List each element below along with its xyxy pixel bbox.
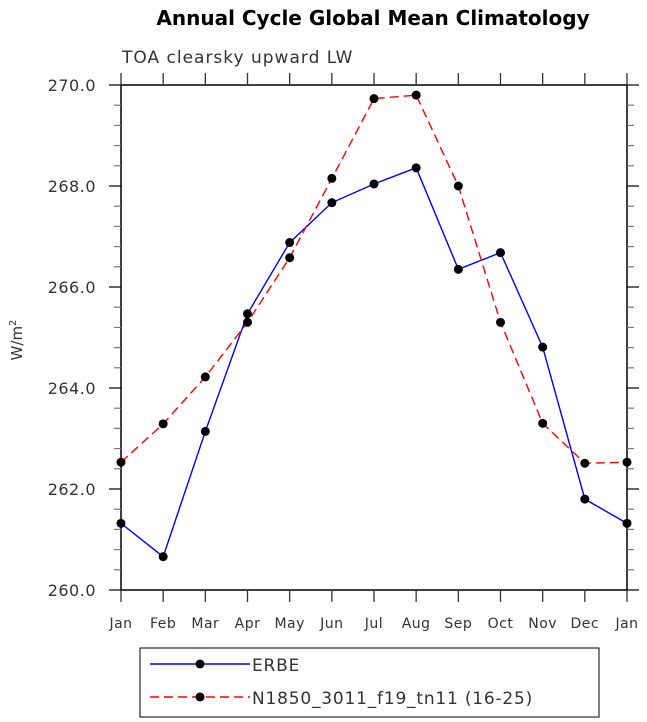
data-point xyxy=(327,173,337,183)
y-tick-label: 268.0 xyxy=(48,177,96,196)
data-point xyxy=(580,494,590,504)
data-point xyxy=(411,90,421,100)
chart-title: Annual Cycle Global Mean Climatology xyxy=(156,6,589,30)
legend-label: ERBE xyxy=(252,656,300,676)
data-point xyxy=(243,309,252,319)
x-tick-label: Jun xyxy=(319,616,343,632)
x-tick-label: Oct xyxy=(488,616,514,632)
data-point xyxy=(622,518,632,528)
y-tick-label: 264.0 xyxy=(48,379,96,398)
data-point xyxy=(496,248,505,258)
x-tick-label: Jul xyxy=(364,616,383,632)
legend-marker xyxy=(195,659,205,669)
data-point xyxy=(158,552,168,562)
data-point xyxy=(580,458,590,468)
data-point xyxy=(411,163,421,173)
data-point xyxy=(243,317,252,327)
x-tick-label: Jan xyxy=(614,616,638,632)
series-line xyxy=(120,166,628,558)
data-point xyxy=(453,181,463,191)
data-point xyxy=(158,419,168,429)
x-tick-label: Aug xyxy=(402,616,431,632)
series-erbe xyxy=(116,163,632,562)
y-tick-label: 260.0 xyxy=(48,581,96,600)
data-point xyxy=(622,457,632,467)
data-point xyxy=(327,198,337,208)
x-tick-label: Dec xyxy=(571,616,600,632)
legend-label: N1850_3011_f19_tn11 (16-25) xyxy=(252,689,533,709)
y-tick-label: 270.0 xyxy=(48,76,96,95)
x-tick-label: Feb xyxy=(150,616,176,632)
data-point xyxy=(200,426,210,436)
data-point xyxy=(200,372,210,382)
series-model xyxy=(116,90,632,468)
x-tick-label: Jan xyxy=(108,616,132,632)
series-line xyxy=(120,94,628,464)
chart-subtitle: TOA clearsky upward LW xyxy=(121,48,354,68)
data-point xyxy=(538,342,548,352)
x-tick-label: Apr xyxy=(235,616,261,632)
data-point xyxy=(285,238,295,248)
legend: ERBE N1850_3011_f19_tn11 (16-25) xyxy=(139,647,600,718)
x-tick-label: Sep xyxy=(444,616,472,632)
y-tick-label: 266.0 xyxy=(48,278,96,297)
x-tick-label: Nov xyxy=(528,616,557,632)
data-point xyxy=(285,253,295,263)
data-point xyxy=(116,518,126,528)
data-point xyxy=(453,264,463,274)
data-point xyxy=(369,179,379,189)
y-tick-label: 262.0 xyxy=(48,480,96,499)
data-point xyxy=(538,418,548,428)
x-tick-label: May xyxy=(274,616,304,632)
data-point xyxy=(496,317,505,327)
x-tick-label: Mar xyxy=(191,616,219,632)
plot-frame xyxy=(120,84,628,591)
legend-marker xyxy=(195,692,205,702)
y-axis-label: W/m2 xyxy=(8,320,26,361)
data-point xyxy=(116,457,126,467)
data-point xyxy=(369,94,379,104)
